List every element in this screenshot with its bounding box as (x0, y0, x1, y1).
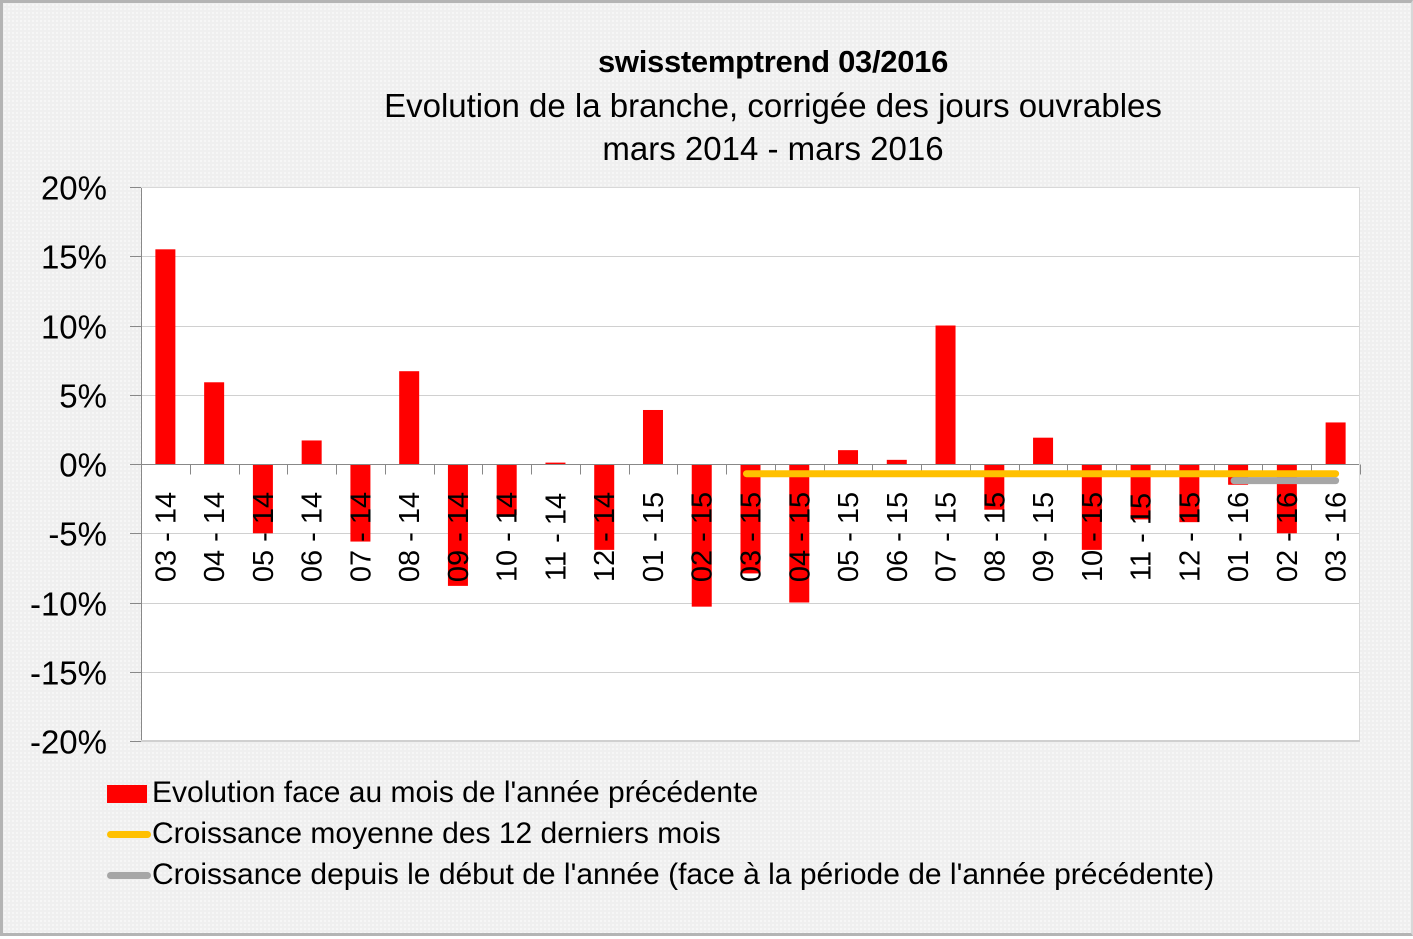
bar (496, 464, 517, 516)
x-tick-label: 04 - 14 (199, 492, 231, 582)
x-tick-label: 08 - 15 (979, 492, 1011, 582)
red-bar-swatch-icon (107, 785, 147, 803)
chart-title: swisstemptrend 03/2016 (597, 44, 949, 79)
x-tick-label: 04 - 15 (784, 492, 816, 582)
bar (204, 382, 225, 464)
x-tick-label: 03 - 15 (736, 492, 768, 582)
x-tick-label: 02 - 16 (1272, 492, 1304, 582)
bar (1325, 422, 1346, 464)
y-tick-label: -5% (48, 516, 107, 553)
x-tick-label: 10 - 15 (1077, 492, 1109, 582)
grey-line-swatch-icon (107, 872, 151, 879)
bar (642, 409, 663, 464)
x-tick-label: 12 - 14 (589, 492, 621, 582)
x-tick-label: 12 - 15 (1174, 492, 1206, 582)
bar (1179, 464, 1200, 523)
bar (545, 462, 566, 464)
legend-label: Croissance moyenne des 12 derniers mois (152, 817, 721, 850)
x-tick-label: 03 - 16 (1321, 492, 1353, 582)
chart-period: mars 2014 - mars 2016 (602, 130, 944, 167)
x-tick-label: 11 - 15 (1126, 493, 1158, 581)
y-tick-label: 20% (41, 170, 107, 207)
x-tick-label: 06 - 14 (297, 492, 329, 582)
x-tick-label: 09 - 15 (1028, 492, 1060, 582)
y-tick-label: 10% (41, 309, 107, 346)
y-tick-label: -10% (30, 586, 107, 623)
x-tick-label: 01 - 15 (638, 492, 670, 582)
y-tick-label: 5% (59, 378, 107, 415)
x-tick-label: 07 - 14 (345, 492, 377, 582)
yellow-line-swatch-icon (107, 831, 151, 838)
bar (838, 450, 859, 464)
y-tick-label: -15% (30, 655, 107, 692)
bar (594, 464, 615, 550)
bar (886, 459, 907, 464)
x-tick-label: 11 - 14 (540, 493, 572, 581)
bar (350, 464, 371, 542)
bar (740, 464, 761, 574)
bar (399, 371, 420, 464)
y-tick-label: 0% (59, 447, 107, 484)
bar (789, 464, 810, 603)
x-tick-label: 05 - 14 (248, 492, 280, 582)
legend-label: Evolution face au mois de l'année précéd… (152, 776, 759, 809)
bar (301, 440, 322, 464)
x-tick-label: 03 - 14 (150, 492, 182, 582)
x-tick-label: 10 - 14 (492, 492, 524, 582)
bar (935, 325, 956, 464)
x-tick-label: 09 - 14 (443, 492, 475, 582)
y-tick-label: -20% (30, 724, 107, 761)
bar (252, 464, 273, 534)
y-tick-label: 15% (41, 239, 107, 276)
bar (155, 249, 176, 464)
bar (1130, 464, 1151, 520)
x-tick-label: 05 - 15 (833, 492, 865, 582)
chart-subtitle: Evolution de la branche, corrigée des jo… (384, 87, 1162, 124)
legend-label: Croissance depuis le début de l'année (f… (152, 858, 1215, 891)
bar (691, 464, 712, 607)
bar (1081, 464, 1102, 550)
bar (447, 464, 468, 586)
x-tick-label: 06 - 15 (882, 492, 914, 582)
x-tick-label: 01 - 16 (1223, 492, 1255, 582)
bar (1033, 437, 1054, 464)
x-tick-label: 08 - 14 (394, 492, 426, 582)
x-tick-label: 02 - 15 (687, 492, 719, 582)
plot-area: 20% 15% 10% 5% 0% -5% -10% -15% -20% 03 - 14 04 - … (30, 170, 1361, 761)
x-tick-label: 07 - 15 (931, 492, 963, 582)
